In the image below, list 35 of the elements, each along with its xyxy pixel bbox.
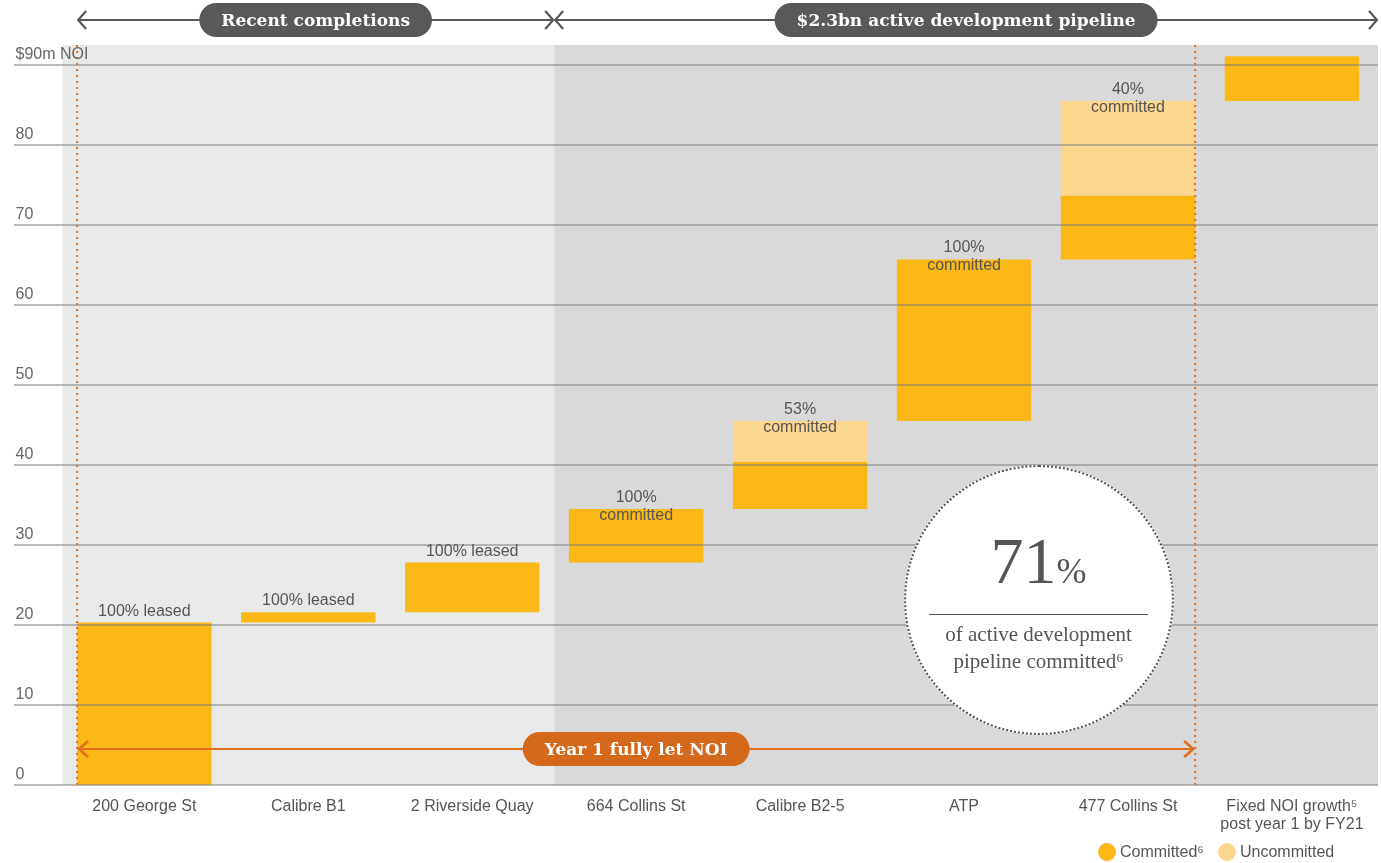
annotation: 53% committed [763,400,837,435]
y-tick-label: $90m NOI [15,44,89,62]
legend-label: Uncommitted [1240,843,1335,861]
band-label: $2.3bn active development pipeline [796,10,1136,30]
y-tick-label: 70 [15,204,34,222]
band-label: Recent completions [221,10,410,30]
annotation: 100% committed [927,238,1001,274]
annotation: of active development pipeline committed⁶ [944,620,1133,675]
label-pill: $2.3bn active development pipeline [774,3,1158,37]
y-tick-label: 30 [15,524,34,542]
x-tick-label: 477 Collins St [1078,796,1178,814]
x-tick-label: Calibre B1 [270,796,346,814]
annotation: Year 1 fully let NOI [543,739,728,759]
y-tick-label: 80 [15,124,34,142]
y-tick-label: 50 [15,364,34,382]
x-tick-label: Fixed NOI growth⁵ post year 1 by FY21 [1220,796,1364,832]
annotation: 40% committed [1091,80,1165,115]
legend-label: Committed⁶ [1120,843,1204,861]
annotation: 100% leased [262,591,355,609]
label-pill: Recent completions [199,3,432,37]
y-tick-label: 20 [15,604,34,622]
annotation: 100% leased [425,541,519,559]
x-tick-label: 200 George St [92,796,197,814]
annotation: 100% leased [98,601,191,619]
annotation: 71% [990,523,1087,599]
annotation: 100% committed [599,488,674,523]
y-tick-label: 40 [15,444,34,462]
x-tick-label: Calibre B2-5 [755,796,845,814]
x-tick-label: 2 Riverside Quay [410,796,534,814]
label-pill: Year 1 fully let NOI [522,732,750,766]
y-tick-label: 10 [15,684,34,702]
y-tick-label: 0 [15,764,25,782]
y-tick-label: 60 [15,284,34,302]
x-tick-label: ATP [949,796,980,814]
x-tick-label: 664 Collins St [586,796,687,814]
